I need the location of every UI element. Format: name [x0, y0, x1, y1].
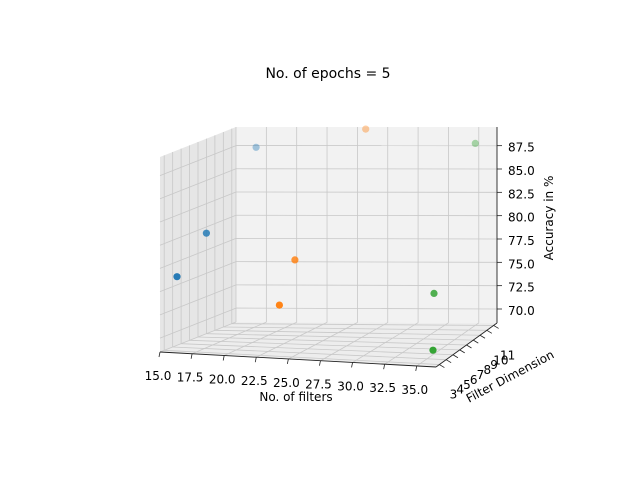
grid-line-y-floor: [189, 339, 460, 351]
x-tick-label: 30.0: [337, 379, 364, 393]
grid-line-z-left: [159, 261, 237, 293]
y-tick-mark: [493, 325, 499, 329]
grid-lines: [159, 127, 498, 367]
grid-line-y-floor: [197, 336, 467, 346]
y-tick-mark: [439, 364, 445, 368]
z-axis-label: Accuracy in %: [542, 176, 556, 261]
z-tick-label: 77.5: [508, 234, 535, 248]
y-tick-mark: [459, 349, 465, 354]
grid-line-y-floor: [231, 323, 494, 326]
y-tick-label: 9: [490, 358, 498, 372]
x-tick-mark: [415, 365, 418, 372]
x-tick-label: 35.0: [401, 383, 428, 397]
z-tick-label: 72.5: [508, 281, 535, 295]
grid-line-z-left: [159, 214, 237, 246]
z-tick-label: 85.0: [508, 164, 535, 178]
y-tick-label: 4: [456, 383, 464, 397]
data-point: [275, 301, 283, 309]
z-tick-label: 75.0: [508, 257, 535, 271]
grid-line-z-left: [159, 238, 237, 269]
x-tick-label: 27.5: [305, 378, 332, 392]
y-tick-label: 7: [477, 368, 485, 382]
z-tick-label: 80.0: [508, 211, 535, 225]
y-tick-label: 10: [493, 353, 508, 367]
x-axis-label: No. of filters: [259, 390, 332, 404]
y-tick-label: 11: [500, 348, 515, 362]
x-tick-mark: [158, 351, 161, 358]
chart-title: No. of epochs = 5: [265, 66, 390, 82]
data-point: [173, 273, 181, 281]
grid-line-y-floor: [181, 343, 453, 356]
grid-line-z-back: [235, 261, 498, 263]
x-tick-mark: [254, 357, 257, 363]
back-pane: [236, 127, 497, 323]
z-tick-label: 87.5: [508, 141, 535, 155]
grid-line-z-left: [159, 284, 237, 316]
data-point: [362, 125, 370, 133]
x-tick-mark: [222, 355, 225, 361]
axis-panes: [160, 127, 497, 367]
z-tick-label: 82.5: [508, 187, 535, 201]
data-point: [291, 256, 299, 264]
grid-line-z-left: [159, 307, 237, 339]
x-tick-mark: [190, 353, 193, 359]
y-tick-mark: [479, 334, 486, 339]
y-tick-label: 6: [470, 373, 478, 387]
grid-line-z-back: [235, 284, 498, 287]
x-tick-mark: [286, 358, 289, 365]
x-tick-label: 20.0: [209, 372, 236, 386]
y-tick-mark: [445, 359, 452, 364]
y-tick-mark: [473, 339, 479, 344]
x-tick-label: 22.5: [241, 374, 268, 388]
x-tick-mark: [383, 364, 386, 370]
tick-labels: 15.0 17.5 20.0 22.5 25.0 27.5 30.0 32.5 35.0 3 4 5 6…: [145, 141, 535, 402]
grid-line-y-floor: [206, 333, 474, 341]
x-tick-mark: [319, 360, 321, 366]
x-tick-label: 32.5: [369, 381, 396, 395]
x-tick-label: 17.5: [177, 371, 204, 385]
grid-line-z-left: [159, 145, 237, 176]
floor-pane: [160, 322, 497, 367]
data-point: [430, 289, 438, 297]
grid-line-y-floor: [223, 326, 487, 331]
data-points: [173, 125, 479, 354]
data-point: [202, 229, 210, 237]
y-tick-label: 5: [463, 378, 471, 392]
grid-line-z-left: [159, 168, 237, 200]
y-tick-mark: [452, 354, 459, 359]
x-axis-line: [159, 351, 437, 368]
y-tick-mark: [466, 344, 472, 349]
grid-line-z-back: [235, 238, 498, 240]
x-tick-mark: [351, 362, 353, 368]
data-point: [252, 143, 260, 151]
y-tick-label: 8: [483, 363, 491, 377]
grid-line-z-left: [159, 191, 237, 223]
x-tick-label: 25.0: [273, 376, 300, 390]
z-tick-label: 70.0: [508, 304, 535, 318]
grid-line-y-floor: [172, 346, 447, 361]
x-tick-label: 15.0: [145, 369, 172, 383]
grid-line-y-floor: [164, 349, 440, 365]
y-tick-mark: [486, 329, 493, 334]
y-tick-label: 3: [450, 388, 458, 402]
grid-line-y-floor: [214, 329, 481, 336]
data-point: [471, 139, 479, 147]
data-point: [429, 346, 437, 354]
